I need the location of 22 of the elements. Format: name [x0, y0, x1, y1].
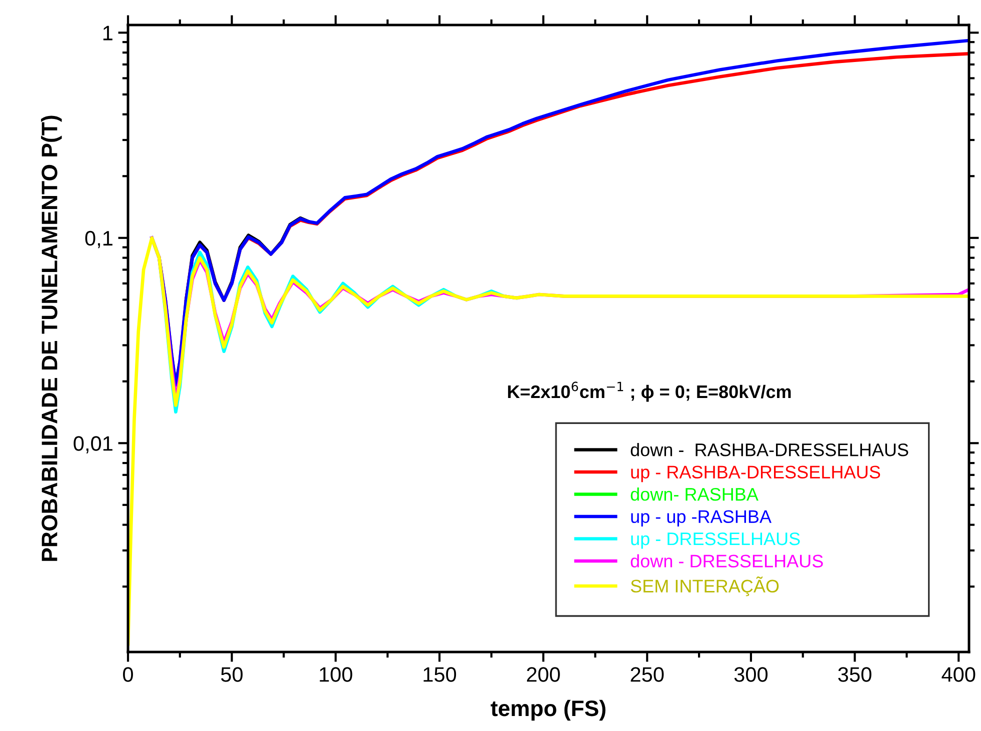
- y-axis-title: PROBABILIDADE DE TUNELAMENTO P(T): [41, 116, 62, 561]
- legend-label: SEM INTERAÇÃO: [630, 576, 779, 596]
- x-tick-label: 0: [123, 667, 133, 682]
- annotation: K=2x10$^{6}$cm$^{−1}$ ; ϕ = 0; E=80kV/cm: [508, 382, 791, 402]
- x-tick-label: 250: [630, 667, 664, 682]
- legend-label: up - up -RASHBA: [631, 510, 772, 527]
- x-axis-title: tempo (FS): [490, 700, 606, 721]
- legend-label: down - DRESSELHAUS: [630, 554, 823, 568]
- legend-label: down- RASHBA: [630, 487, 758, 501]
- x-tick-label: 200: [526, 667, 560, 682]
- y-tick-label: 0,1: [85, 230, 112, 248]
- legend-label: up - DRESSELHAUS: [631, 532, 800, 549]
- x-tick-label: 400: [942, 667, 976, 682]
- legend-label: up - RASHBA-DRESSELHAUS: [631, 466, 880, 482]
- y-tick-label: 1: [103, 26, 112, 40]
- x-tick-label: 50: [221, 667, 243, 682]
- x-tick-label: 350: [838, 667, 872, 682]
- x-tick-label: 100: [320, 667, 352, 682]
- legend-label: down - RASHBA-DRESSELHAUS: [630, 442, 908, 456]
- y-tick-label: 0,01: [74, 436, 112, 454]
- x-tick-label: 300: [734, 667, 768, 682]
- x-tick-label: 150: [424, 667, 456, 682]
